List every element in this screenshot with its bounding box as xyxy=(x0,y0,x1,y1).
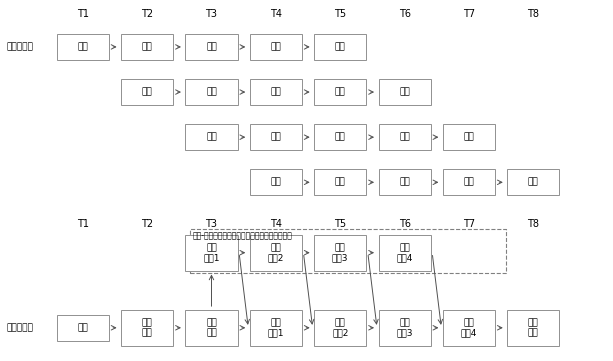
Text: 取指: 取指 xyxy=(142,88,153,96)
FancyBboxPatch shape xyxy=(121,79,173,105)
Text: 派遣: 派遣 xyxy=(335,133,346,142)
Text: 译码: 译码 xyxy=(270,133,281,142)
FancyBboxPatch shape xyxy=(314,169,367,195)
FancyBboxPatch shape xyxy=(507,310,559,346)
FancyBboxPatch shape xyxy=(56,315,109,341)
Text: T2: T2 xyxy=(141,219,153,229)
Text: 向量
访存4: 向量 访存4 xyxy=(397,243,413,262)
Text: 访存: 访存 xyxy=(335,88,346,96)
FancyBboxPatch shape xyxy=(443,310,495,346)
FancyBboxPatch shape xyxy=(56,34,109,60)
Text: 译码: 译码 xyxy=(335,178,346,187)
FancyBboxPatch shape xyxy=(378,79,431,105)
Text: 标量访存：: 标量访存： xyxy=(6,43,33,51)
Text: 向量
写回4: 向量 写回4 xyxy=(461,318,477,338)
FancyBboxPatch shape xyxy=(186,124,238,150)
Text: 向量
派遣: 向量 派遣 xyxy=(206,318,217,338)
Text: 写回: 写回 xyxy=(335,43,346,51)
Text: 译码: 译码 xyxy=(142,43,153,51)
Text: T2: T2 xyxy=(141,9,153,19)
Text: 访存: 访存 xyxy=(270,43,281,51)
Text: T3: T3 xyxy=(205,219,218,229)
Text: T3: T3 xyxy=(205,9,218,19)
Text: T8: T8 xyxy=(527,9,539,19)
FancyBboxPatch shape xyxy=(250,235,302,271)
Text: 标量-向量带外指令监控单元监控指令访存及写回: 标量-向量带外指令监控单元监控指令访存及写回 xyxy=(193,231,293,240)
Text: T1: T1 xyxy=(77,9,89,19)
FancyBboxPatch shape xyxy=(378,169,431,195)
Text: 派遣: 派遣 xyxy=(206,43,217,51)
FancyBboxPatch shape xyxy=(250,169,302,195)
Text: T4: T4 xyxy=(270,219,282,229)
FancyBboxPatch shape xyxy=(507,169,559,195)
Text: T8: T8 xyxy=(527,219,539,229)
FancyBboxPatch shape xyxy=(121,34,173,60)
Text: 写回: 写回 xyxy=(399,88,410,96)
FancyBboxPatch shape xyxy=(378,235,431,271)
FancyBboxPatch shape xyxy=(186,79,238,105)
Text: 向量
写回2: 向量 写回2 xyxy=(332,318,348,338)
Text: 访存: 访存 xyxy=(399,133,410,142)
FancyBboxPatch shape xyxy=(443,169,495,195)
Text: 译码: 译码 xyxy=(206,88,217,96)
FancyBboxPatch shape xyxy=(250,124,302,150)
FancyBboxPatch shape xyxy=(314,34,367,60)
Text: 向量
访存3: 向量 访存3 xyxy=(332,243,348,262)
Text: T6: T6 xyxy=(398,9,411,19)
Text: 向量
写回3: 向量 写回3 xyxy=(397,318,413,338)
FancyBboxPatch shape xyxy=(378,310,431,346)
FancyBboxPatch shape xyxy=(443,124,495,150)
FancyBboxPatch shape xyxy=(314,79,367,105)
Text: T1: T1 xyxy=(77,219,89,229)
Text: 写回: 写回 xyxy=(528,178,539,187)
FancyBboxPatch shape xyxy=(121,310,173,346)
FancyBboxPatch shape xyxy=(250,79,302,105)
Text: 向量
写回1: 向量 写回1 xyxy=(268,318,284,338)
Text: T5: T5 xyxy=(334,219,346,229)
FancyBboxPatch shape xyxy=(186,310,238,346)
Text: 取指: 取指 xyxy=(77,323,88,332)
Text: T7: T7 xyxy=(463,9,475,19)
Text: 取指: 取指 xyxy=(77,43,88,51)
FancyBboxPatch shape xyxy=(250,310,302,346)
FancyBboxPatch shape xyxy=(250,34,302,60)
Text: 向量
退休: 向量 退休 xyxy=(528,318,539,338)
Text: 向量
访存1: 向量 访存1 xyxy=(204,243,219,262)
Text: 向量
译码: 向量 译码 xyxy=(142,318,153,338)
Text: T6: T6 xyxy=(398,219,411,229)
FancyBboxPatch shape xyxy=(186,34,238,60)
Text: 向量访存：: 向量访存： xyxy=(6,323,33,332)
FancyBboxPatch shape xyxy=(378,124,431,150)
Text: T5: T5 xyxy=(334,9,346,19)
Text: 取指: 取指 xyxy=(270,178,281,187)
Text: 派遣: 派遣 xyxy=(270,88,281,96)
Text: 向量
访存2: 向量 访存2 xyxy=(268,243,284,262)
Text: 访存: 访存 xyxy=(463,178,474,187)
FancyBboxPatch shape xyxy=(314,310,367,346)
Text: T4: T4 xyxy=(270,9,282,19)
Text: 写回: 写回 xyxy=(463,133,474,142)
Text: 派遣: 派遣 xyxy=(399,178,410,187)
FancyBboxPatch shape xyxy=(314,124,367,150)
FancyBboxPatch shape xyxy=(186,235,238,271)
Text: 取指: 取指 xyxy=(206,133,217,142)
FancyBboxPatch shape xyxy=(314,235,367,271)
Text: T7: T7 xyxy=(463,219,475,229)
